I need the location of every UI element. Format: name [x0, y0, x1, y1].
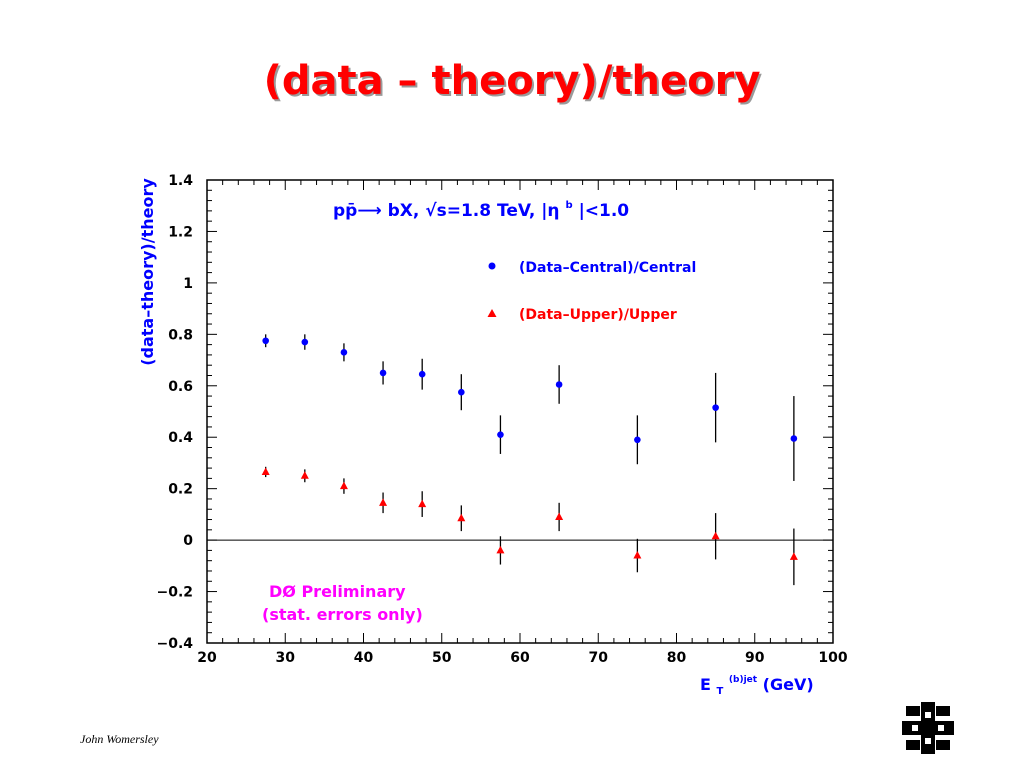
data-point-upper	[300, 471, 309, 479]
legend-marker-central	[488, 262, 496, 270]
y-tick-labels: −0.4 −0.2 0 0.2 0.4 0.6 0.8 1 1.2 1.4	[156, 173, 193, 652]
preliminary-line-1: DØ Preliminary	[269, 582, 406, 601]
data-points	[261, 334, 798, 586]
data-point-upper	[555, 512, 564, 520]
data-point-central	[418, 370, 426, 378]
legend: (Data–Central)/Central (Data–Upper)/Uppe…	[487, 260, 696, 323]
x-axis-label-units: (GeV)	[763, 675, 814, 694]
data-point-central	[262, 337, 269, 345]
data-point-upper	[339, 481, 348, 490]
data-point-upper	[418, 499, 427, 508]
x-axis-label-sub: T	[717, 686, 724, 697]
process-annotation-sup: b	[565, 200, 572, 211]
data-point-central	[555, 381, 563, 388]
data-point-upper	[379, 498, 388, 506]
legend-label-upper: (Data–Upper)/Upper	[519, 307, 677, 323]
slide-title: (data – theory)/theory	[263, 58, 761, 104]
preliminary-line-2: (stat. errors only)	[262, 605, 423, 624]
y-tick-label: 0	[183, 533, 193, 549]
x-tick-label: 70	[589, 650, 609, 666]
data-point-central	[458, 388, 465, 396]
y-tick-label: 1.4	[168, 173, 193, 189]
data-point-upper	[633, 551, 642, 559]
x-tick-label: 50	[432, 650, 452, 666]
x-tick-label: 20	[197, 650, 217, 666]
y-tick-label: −0.4	[156, 636, 193, 652]
plot-frame	[206, 179, 834, 644]
data-point-central	[712, 404, 719, 411]
x-axis-label-sup: (b)jet	[729, 675, 758, 685]
preliminary-annotation: DØ Preliminary (stat. errors only)	[262, 582, 423, 624]
x-tick-label: 40	[354, 650, 374, 666]
x-tick-label: 80	[667, 650, 687, 666]
x-tick-label: 90	[745, 650, 765, 666]
y-axis-label: (data–theory)/theory	[138, 178, 157, 366]
legend-marker-upper	[487, 309, 497, 317]
data-point-upper	[789, 552, 798, 560]
y-tick-label: 0.6	[168, 379, 193, 395]
data-point-central	[301, 338, 309, 346]
x-axis-label: E T (b)jet (GeV)	[700, 667, 814, 698]
x-tick-labels: 20 30 40 50 60 70 80 90 100	[197, 650, 848, 666]
y-tick-label: 0.8	[168, 327, 193, 343]
data-point-central	[634, 436, 641, 444]
data-point-central	[340, 349, 348, 356]
data-point-upper	[496, 545, 505, 554]
axis-ticks	[206, 179, 834, 644]
process-annotation-main: pp̄⟶ bX, √s=1.8 TeV, |η	[333, 201, 560, 221]
y-tick-label: 1.2	[168, 224, 193, 240]
y-tick-label: 0.2	[168, 482, 193, 498]
x-tick-label: 60	[510, 650, 530, 666]
data-point-central	[497, 431, 504, 438]
author-name: John Womersley	[80, 732, 159, 746]
fermilab-logo-icon	[902, 702, 954, 754]
data-point-central	[379, 369, 387, 377]
y-tick-label: −0.2	[156, 585, 193, 601]
y-tick-label: 1	[183, 276, 193, 292]
process-annotation-tail: |<1.0	[579, 201, 630, 221]
data-point-central	[790, 435, 798, 442]
x-tick-label: 30	[276, 650, 296, 666]
data-point-upper	[457, 513, 466, 522]
x-tick-label: 100	[818, 650, 847, 666]
process-annotation: pp̄⟶ bX, √s=1.8 TeV, |η b |<1.0	[333, 193, 629, 221]
x-axis-label-main: E	[700, 675, 711, 694]
y-tick-label: 0.4	[168, 430, 193, 446]
data-point-upper	[261, 467, 270, 475]
data-point-upper	[711, 531, 720, 540]
legend-label-central: (Data–Central)/Central	[519, 260, 696, 276]
